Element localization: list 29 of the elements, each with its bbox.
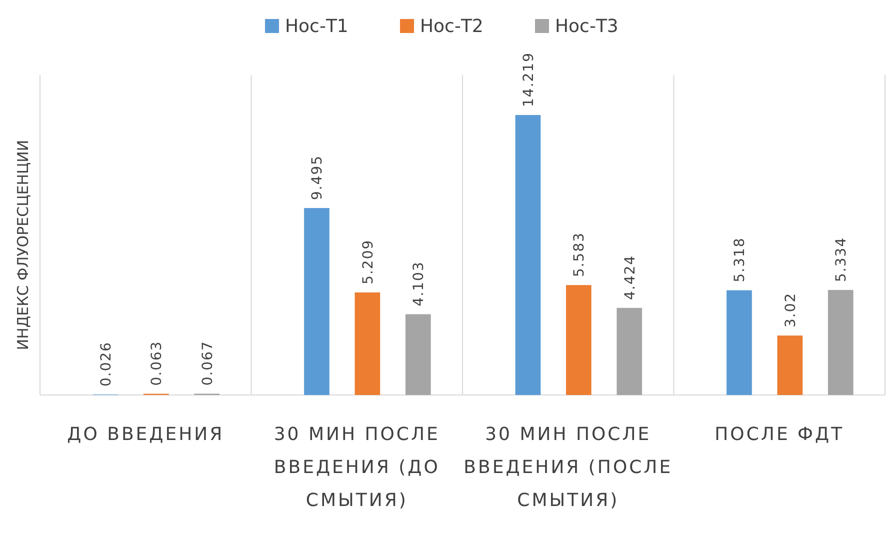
data-label: 5.334 — [834, 236, 850, 282]
bar — [828, 290, 854, 395]
data-label: 0.067 — [200, 340, 216, 386]
bar — [566, 285, 592, 395]
bar — [405, 314, 431, 395]
data-label: 5.318 — [732, 237, 748, 282]
legend-label: Нос-Т2 — [420, 16, 484, 37]
bar — [777, 336, 803, 395]
bar — [354, 292, 380, 395]
data-label: 0.063 — [149, 340, 166, 386]
bar — [515, 115, 541, 395]
x-tick-label: 30 МИН ПОСЛЕ ВВЕДЕНИЯ (ПОСЛЕ СМЫТИЯ) — [464, 424, 673, 511]
data-label: 4.424 — [622, 254, 638, 300]
data-label: 9.495 — [310, 154, 326, 200]
legend-label: Нос-Т3 — [555, 16, 618, 37]
y-axis-title: ИНДЕКС ФЛУОРЕСЦЕНЦИИ — [14, 140, 32, 350]
bar — [726, 290, 752, 395]
data-label: 5.209 — [360, 239, 376, 284]
data-label: 3.02 — [782, 292, 799, 328]
data-label: 4.103 — [411, 261, 428, 306]
data-label: 0.026 — [98, 341, 114, 386]
bar — [616, 308, 642, 395]
x-tick-label: ПОСЛЕ ФДТ — [714, 424, 844, 445]
legend-label: Нос-Т1 — [285, 16, 348, 37]
x-tick-label: 30 МИН ПОСЛЕ ВВЕДЕНИЯ (ДО СМЫТИЯ) — [274, 424, 440, 511]
bar — [304, 208, 330, 395]
x-tick-label: ДО ВВЕДЕНИЯ — [67, 424, 224, 445]
data-label: 5.583 — [572, 232, 588, 278]
data-label: 14.219 — [520, 52, 537, 107]
